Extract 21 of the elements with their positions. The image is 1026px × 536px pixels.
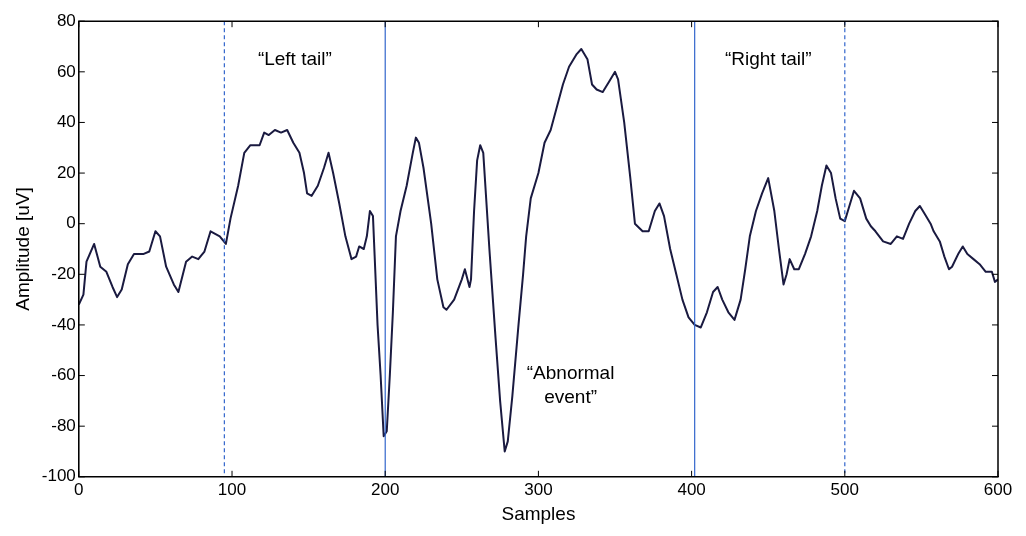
x-axis-title: Samples [501, 502, 576, 524]
x-tick-label: 200 [371, 479, 400, 499]
annotation: “Left tail” [257, 48, 332, 70]
annotation: “Abnormal event” [526, 361, 615, 407]
y-tick-label: 40 [56, 112, 76, 132]
x-tick-label: 300 [524, 479, 553, 499]
y-tick-label: -20 [51, 264, 76, 283]
y-tick-label: -40 [51, 314, 76, 334]
y-axis-title: Amplitude [uV] [11, 187, 33, 311]
y-tick-label: 0 [66, 213, 76, 233]
x-tick-label: 100 [217, 479, 247, 499]
x-tick-label: 400 [677, 479, 706, 499]
y-tick-label: -100 [41, 466, 76, 486]
y-tick-label: 20 [56, 162, 76, 182]
y-tick-label: 60 [56, 61, 76, 81]
annotation: “Right tail” [724, 48, 812, 70]
y-tick-label: -60 [51, 365, 76, 385]
y-tick-label: 80 [56, 10, 76, 30]
x-tick-label: 500 [830, 479, 859, 499]
y-tick-label: -80 [51, 415, 76, 435]
x-tick-label: 600 [983, 479, 1013, 499]
